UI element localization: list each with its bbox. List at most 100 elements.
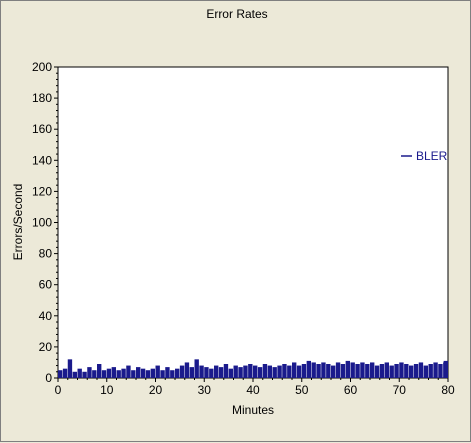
legend: BLER xyxy=(401,149,448,163)
bler-bar xyxy=(443,360,448,378)
bler-bar xyxy=(58,370,63,378)
bler-bar xyxy=(126,365,131,378)
bler-bar xyxy=(345,360,351,378)
bler-bar xyxy=(262,364,268,378)
bler-bar xyxy=(106,368,112,378)
bler-bar xyxy=(62,368,68,378)
x-tick-label: 50 xyxy=(295,383,309,397)
bler-bar xyxy=(253,365,258,378)
bler-bar xyxy=(277,365,282,378)
x-tick-label: 0 xyxy=(55,383,62,397)
bler-bar xyxy=(374,365,380,378)
bler-bar xyxy=(184,362,190,378)
bler-bar xyxy=(175,368,180,378)
legend-label-bler: BLER xyxy=(416,149,448,163)
bler-bar xyxy=(218,367,224,378)
bler-bar xyxy=(355,364,360,378)
y-tick-label: 180 xyxy=(32,91,52,105)
y-tick-label: 200 xyxy=(32,60,52,74)
bler-bar xyxy=(326,364,331,378)
bler-bar xyxy=(389,365,394,378)
bler-bar xyxy=(267,365,273,378)
y-tick-label: 0 xyxy=(45,371,52,385)
bler-bar xyxy=(233,365,238,378)
bler-bar xyxy=(438,364,443,378)
bler-bar xyxy=(413,364,419,378)
bler-bar xyxy=(82,371,87,378)
bler-bar xyxy=(272,367,277,378)
bler-bar xyxy=(77,368,82,378)
bler-bar xyxy=(131,370,136,378)
bler-bar xyxy=(248,364,253,378)
bler-bar xyxy=(423,365,429,378)
bler-bar xyxy=(360,362,365,378)
y-tick-label: 20 xyxy=(39,340,53,354)
x-tick-label: 20 xyxy=(149,383,163,397)
x-tick-label: 60 xyxy=(344,383,358,397)
bler-bar xyxy=(87,367,92,378)
y-tick-label: 100 xyxy=(32,216,52,230)
x-tick-label: 10 xyxy=(100,383,114,397)
bler-bar xyxy=(321,362,326,378)
bler-bar xyxy=(418,362,424,378)
bler-bar xyxy=(170,370,175,378)
bler-bar xyxy=(331,365,336,378)
bler-bar xyxy=(433,362,438,378)
x-tick-label: 30 xyxy=(198,383,212,397)
bler-bar xyxy=(365,364,370,378)
x-tick-label: 80 xyxy=(441,383,455,397)
bler-bar xyxy=(384,362,390,378)
bler-bar xyxy=(428,364,433,378)
bler-bar xyxy=(111,367,117,378)
y-tick-label: 80 xyxy=(39,247,53,261)
bler-bar xyxy=(301,364,307,378)
bler-bar xyxy=(145,370,151,378)
bler-bar xyxy=(97,364,102,378)
chart-title: Error Rates xyxy=(206,7,267,21)
bler-bar xyxy=(228,368,234,378)
bler-bar xyxy=(370,362,375,378)
bler-bar xyxy=(306,360,312,378)
bler-bar xyxy=(204,367,209,378)
bler-bar xyxy=(121,368,126,378)
bler-bar xyxy=(136,367,141,378)
bler-bar xyxy=(409,365,414,378)
bler-bar xyxy=(67,359,73,378)
bars-layer xyxy=(58,359,448,378)
x-tick-label: 40 xyxy=(246,383,260,397)
bler-bar xyxy=(214,365,219,378)
bler-bar xyxy=(140,368,146,378)
bler-bar xyxy=(350,362,355,378)
bler-bar xyxy=(257,367,263,378)
plot-area xyxy=(57,66,449,379)
bler-bar xyxy=(296,365,302,378)
y-tick-label: 160 xyxy=(32,122,52,136)
bler-bar xyxy=(194,359,199,378)
x-axis-label: Minutes xyxy=(232,403,274,417)
y-tick-label: 60 xyxy=(39,278,53,292)
bler-bar xyxy=(404,364,409,378)
bler-bar xyxy=(379,364,385,378)
y-tick-label: 40 xyxy=(39,309,53,323)
bler-bar xyxy=(399,362,404,378)
bler-bar xyxy=(335,362,341,378)
bler-bar xyxy=(311,362,316,378)
bler-bar xyxy=(150,368,156,378)
y-tick-label: 120 xyxy=(32,184,52,198)
y-tick-label: 140 xyxy=(32,153,52,167)
bler-bar xyxy=(116,370,121,378)
bler-bar xyxy=(92,370,97,378)
bler-bar xyxy=(243,365,248,378)
bler-bar xyxy=(199,365,204,378)
axes-layer: 0 20 40 60 80 100 120 140 160 180 200 0 10 20 30 40 50 60… xyxy=(32,60,455,397)
bler-bar xyxy=(292,362,297,378)
bler-bar xyxy=(209,368,214,378)
bler-bar xyxy=(340,364,346,378)
bler-bar xyxy=(282,364,287,378)
bler-bar xyxy=(223,364,229,378)
bler-bar xyxy=(101,370,107,378)
bler-bar xyxy=(189,367,195,378)
bler-bar xyxy=(155,365,160,378)
